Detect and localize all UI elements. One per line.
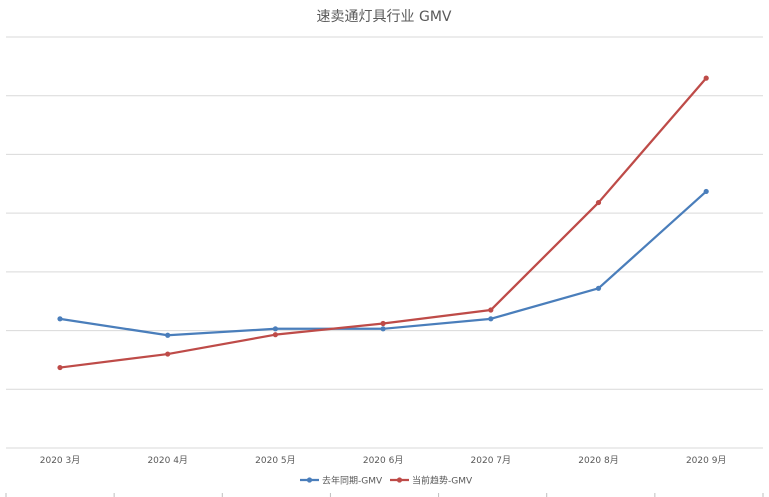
data-point [165,351,171,357]
series-2 [57,75,709,371]
data-point [57,364,63,371]
data-point [488,307,494,313]
legend: 去年同期-GMV 当前趋势-GMV [300,475,473,487]
data-point [703,188,709,195]
legend-marker [396,477,403,483]
legend-item: 去年同期-GMV [300,475,383,487]
x-tick-label: 2020 6月 [363,455,404,466]
data-point [703,75,709,81]
data-point [380,326,386,332]
series-1 [57,188,709,338]
data-point [595,199,602,206]
chart-title: 速卖通灯具行业 GMV [317,9,452,25]
x-tick-label: 2020 8月 [578,455,619,466]
x-tick-label: 2020 4月 [147,455,188,466]
legend-item: 当前趋势-GMV [390,475,473,487]
data-point [380,320,386,327]
series-layer [57,75,709,371]
legend-marker [306,477,313,483]
data-point [272,326,278,332]
x-tick-label: 2020 7月 [471,455,512,466]
data-point [595,285,602,291]
data-point [57,316,63,322]
data-point [272,332,278,338]
x-tick-label: 2020 9月 [686,455,727,466]
legend-label: 去年同期-GMV [322,475,383,487]
gridlines [5,36,764,497]
x-tick-label: 2020 3月 [40,455,81,466]
x-tick-label: 2020 5月 [255,455,296,466]
data-point [165,332,171,338]
x-axis-tick-labels: 2020 3月 2020 4月 2020 5月 2020 6月 2020 7月 2020 … [40,455,727,466]
data-point [488,316,494,322]
legend-label: 当前趋势-GMV [412,475,473,487]
